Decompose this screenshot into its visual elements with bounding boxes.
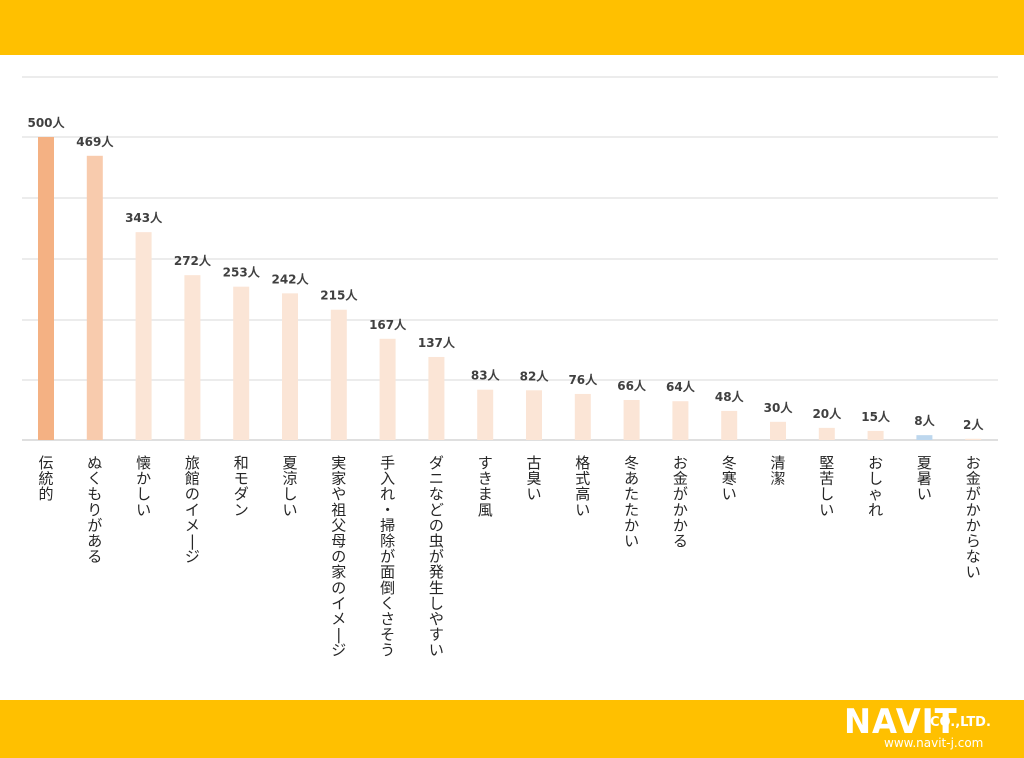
gridlines [22, 76, 998, 441]
bar-13 [623, 400, 640, 440]
bar-14 [672, 401, 689, 440]
value-label-6: 242人 [271, 271, 309, 286]
bar-16 [770, 421, 786, 440]
value-labels: 500人 469人 343人 272人 253人 242人 215人 167人 137人 83人 8… [27, 115, 984, 432]
value-label-13: 66人 [617, 378, 647, 393]
category-label-17: 堅苦しい [819, 454, 834, 519]
bar-1 [38, 137, 54, 440]
bar-2 [86, 155, 103, 440]
value-label-10: 83人 [471, 368, 501, 383]
category-label-11: 古臭い [526, 454, 541, 503]
category-label-10: すきま風 [478, 454, 493, 519]
value-label-15: 48人 [715, 389, 745, 404]
bar-8 [379, 338, 396, 440]
bar-5 [233, 286, 250, 440]
value-label-9: 137人 [418, 335, 456, 350]
bar-20 [965, 438, 982, 440]
category-label-20: お金がかからない [966, 454, 981, 581]
bar-18 [867, 430, 884, 440]
category-labels: 伝統的 ぬくもりがある 懐かしい 旅館のイメ|ジ 和モダン 夏涼しい 実家や祖父母の家のイメ… [38, 454, 980, 659]
category-label-1: 伝統的 [38, 454, 53, 503]
bar-9 [428, 356, 445, 440]
value-label-2: 469人 [76, 134, 114, 149]
category-label-7: 実家や祖父母の家のイメ|ジ [331, 454, 346, 659]
category-label-19: 夏暑い [917, 454, 932, 503]
bar-15 [721, 410, 738, 440]
logo-company: CO.,LTD. [930, 715, 991, 730]
bar-17 [818, 427, 835, 440]
value-label-5: 253人 [223, 265, 261, 280]
bar-19 [916, 435, 933, 440]
bar-7 [330, 309, 347, 440]
navit-logo: NAVIT CO.,LTD. www.navit-j.com [844, 705, 1016, 753]
value-label-20: 2人 [963, 417, 984, 432]
bar-6 [282, 293, 298, 440]
value-label-12: 76人 [568, 372, 598, 387]
category-label-15: 冬寒い [722, 454, 737, 503]
value-label-16: 30人 [764, 400, 794, 415]
bar-10 [477, 389, 494, 440]
value-label-3: 343人 [125, 210, 163, 225]
value-label-7: 215人 [320, 288, 358, 303]
top-header-band [0, 0, 1024, 55]
category-label-18: おしゃれ [868, 454, 883, 519]
category-label-13: 冬あたたかい [624, 454, 639, 550]
category-label-2: ぬくもりがある [87, 454, 102, 566]
category-label-5: 和モダン [234, 454, 249, 519]
value-label-4: 272人 [174, 253, 212, 268]
value-label-1: 500人 [27, 115, 65, 130]
bars [38, 137, 982, 440]
category-label-12: 格式高い [575, 454, 590, 519]
bar-12 [574, 393, 591, 440]
value-label-8: 167人 [369, 317, 407, 332]
category-label-6: 夏涼しい [282, 454, 297, 519]
value-label-19: 8人 [914, 413, 935, 428]
value-label-14: 64人 [666, 379, 696, 394]
logo-url: www.navit-j.com [884, 736, 984, 750]
value-label-17: 20人 [812, 406, 842, 421]
logo-name: NAVIT [844, 702, 958, 742]
category-label-16: 清潔 [770, 454, 785, 488]
category-label-8: 手入れ・掃除が面倒くさそう [380, 454, 395, 659]
bar-11 [526, 390, 542, 440]
category-label-14: お金がかかる [673, 454, 688, 550]
category-label-9: ダニなどの虫が発生しやすい [429, 454, 444, 659]
bar-4 [184, 275, 201, 440]
bar-chart: 500人 469人 343人 272人 253人 242人 215人 167人 137人 83人 8… [22, 76, 998, 659]
bottom-footer-band [0, 700, 1024, 758]
bar-3 [135, 232, 152, 440]
category-label-4: 旅館のイメ|ジ [185, 454, 200, 566]
value-label-18: 15人 [861, 409, 891, 424]
value-label-11: 82人 [520, 368, 550, 383]
category-label-3: 懐かしい [136, 454, 151, 519]
